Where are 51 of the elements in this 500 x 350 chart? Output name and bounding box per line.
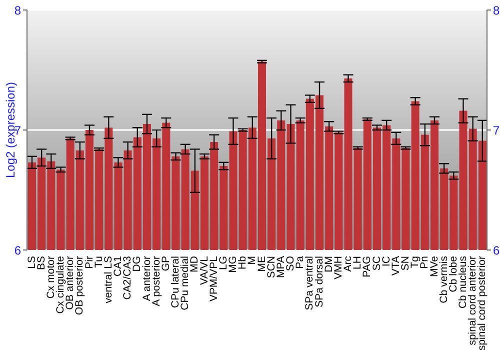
x-tick-label: Arc	[342, 256, 354, 272]
x-tick-label: DG	[131, 256, 144, 272]
x-tick-label: VPM/VPL	[208, 256, 220, 302]
x-tick-label: Cb nucleus	[457, 256, 470, 309]
x-tick-label: MPA	[274, 256, 287, 278]
x-tick-label: PAG	[361, 256, 374, 278]
x-tick-label: IC	[380, 256, 392, 266]
x-tick-label: CA2/CA3	[122, 256, 134, 300]
x-tick-label: CPu medial	[179, 256, 192, 310]
x-tick-label: BS	[35, 256, 48, 270]
x-tick-label: A posterior	[150, 256, 162, 306]
x-tick-label: CA1	[112, 256, 124, 276]
x-tick-label: M	[246, 256, 258, 265]
x-tick-label: DM	[322, 256, 335, 272]
y2-tick-label: 8	[493, 3, 500, 18]
x-tick-label: spinal cord anterior	[466, 255, 479, 346]
x-tick-label: Tg	[409, 256, 422, 268]
x-tick-label: OB anterior	[64, 256, 76, 310]
x-tick-label: Pn	[418, 256, 431, 269]
x-tick-label: spinal cord posterior	[476, 255, 488, 350]
x-tick-label: ventral LS	[102, 256, 114, 304]
x-tick-label: Cx motor	[44, 256, 57, 299]
x-tick-label: MD	[188, 256, 201, 272]
x-tick-label: MVe	[428, 256, 440, 278]
x-tick-label: VTA	[390, 256, 402, 276]
y-tick-label: 6	[14, 243, 22, 258]
x-tick-label: SC	[370, 256, 383, 271]
x-tick-label: Cx cingulate	[54, 256, 67, 314]
x-tick-label: SO	[284, 256, 297, 272]
x-tick-label: LG	[217, 256, 230, 270]
x-tick-label: SCN	[265, 256, 278, 278]
x-tick-label: SN	[400, 256, 412, 271]
x-tick-label: SPa ventral	[304, 256, 316, 310]
y2-tick-label: 6	[493, 243, 500, 258]
x-tick-label: SPa dorsal	[313, 256, 326, 308]
x-tick-label: Hb	[236, 256, 249, 270]
x-tick-label: ME	[256, 256, 268, 272]
x-tick-label: A anterior	[140, 256, 153, 301]
x-tick-label: LH	[352, 256, 364, 270]
y2-tick-label: 7	[493, 123, 500, 138]
y-tick-label: 8	[14, 3, 22, 18]
x-tick-label: Cb lobe	[447, 256, 460, 292]
x-tick-label: OB posterior	[74, 256, 86, 315]
x-tick-label: Pir	[83, 256, 96, 269]
x-tick-label: Tu	[92, 256, 105, 268]
x-tick-label: VMH	[332, 256, 344, 280]
x-tick-label: LS	[26, 256, 38, 269]
x-tick-label: Pa	[294, 256, 306, 269]
x-tick-label: GP	[160, 256, 172, 272]
x-tick-label: VA/VL	[198, 256, 210, 285]
x-tick-label: Cb vermis	[438, 256, 450, 304]
